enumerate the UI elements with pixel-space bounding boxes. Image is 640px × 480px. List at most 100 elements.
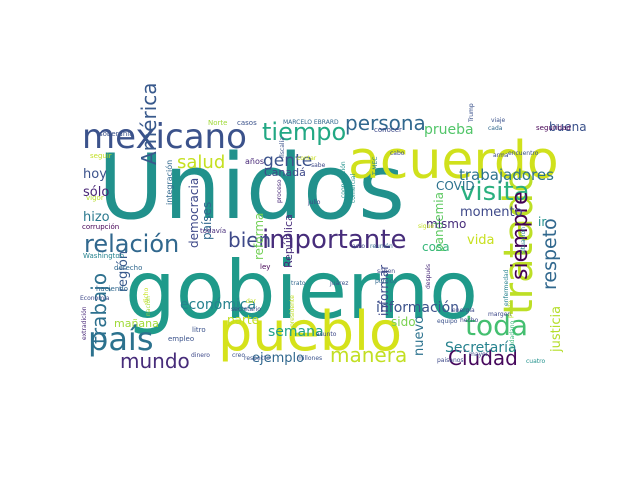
word-pueblo: pueblo (218, 300, 402, 363)
word-gente: gente (263, 151, 312, 171)
word-casos: casos (237, 119, 257, 127)
word-ir: ir (538, 215, 546, 229)
word-mismo: mismo (426, 217, 466, 231)
word-trato: trato (291, 280, 306, 287)
word-hoy: hoy (83, 167, 107, 182)
word-dar: dar (246, 298, 256, 305)
word-sigue: sigue (418, 223, 434, 230)
word-tratado: tratado (496, 168, 542, 315)
word-cada: cada (488, 125, 503, 132)
word-julio: julio (307, 199, 321, 206)
word-nación: nación (145, 296, 152, 316)
word-secretario: secretario (231, 306, 261, 313)
word-parte: parte (227, 313, 259, 327)
word-país: país (88, 320, 153, 358)
word-litro: litro (192, 326, 206, 334)
word-paisanos: paisanos (437, 357, 464, 364)
word-todavía: todavía (200, 227, 226, 235)
word-washington: Washington (83, 252, 124, 260)
word-países: países (200, 202, 214, 240)
word-extradición: extradición (81, 306, 88, 340)
word-norte: Norte (208, 119, 227, 127)
word-gobierno: gobierno (125, 244, 478, 337)
word-mexicano: mexicano (82, 117, 247, 157)
word-fiscalía: fiscalía (279, 137, 286, 158)
word-dinero: dinero (191, 352, 210, 359)
word-buena: buena (549, 120, 587, 134)
word-justicia: justicia (549, 306, 564, 353)
word-reunión: reunión (370, 243, 393, 250)
word-siempre: siempre (508, 191, 533, 280)
word-sólo: sólo (83, 185, 109, 200)
word-visita: visita (460, 177, 530, 207)
word-años: años (245, 157, 264, 166)
word-república: República (282, 214, 295, 268)
word-integración: integración (164, 160, 174, 205)
word-público: público (375, 278, 397, 285)
word-presidente: presidente (289, 295, 296, 327)
word-toda: toda (465, 309, 528, 342)
word-cooperación: cooperación (340, 161, 347, 198)
word-dicho: dicho (143, 287, 150, 304)
word-ley: ley (260, 263, 270, 271)
word-economía: Economía (80, 295, 110, 302)
word-acto: acto (352, 243, 365, 250)
word-arma: arma (493, 152, 509, 159)
word-relación: relación (84, 230, 179, 258)
word-contar: contar (297, 155, 317, 162)
word-viaje: viaje (491, 117, 506, 124)
word-sido: sido (391, 315, 416, 329)
word-importante: importante (262, 225, 406, 255)
word-pandemia: pandemia (432, 192, 446, 252)
word-salud: salud (177, 152, 225, 173)
word-creo: creo (232, 352, 245, 359)
word-saben: saben (377, 268, 395, 275)
word-mañana: mañana (114, 317, 159, 330)
word-situación: situación (520, 227, 527, 254)
word-tiempo: tiempo (262, 118, 346, 146)
word-hecho: hecho (460, 317, 479, 324)
word-momento: momento (460, 205, 523, 220)
word-después: después (425, 264, 432, 289)
word-soberanía: soberanía (99, 130, 134, 138)
word-cosa: cosa (422, 240, 450, 254)
word-manera: manera (330, 343, 407, 367)
word-margen: margen (488, 311, 511, 318)
word-corrupción: corrupción (82, 223, 119, 231)
word-comercial: comercial (350, 174, 357, 203)
word-respeto: respeto (539, 218, 561, 290)
word-persona: persona (345, 111, 426, 135)
word-trabajadores: trabajadores (459, 166, 554, 184)
word-conocer: conocer (374, 126, 402, 134)
word-juárez: Juárez (329, 280, 348, 287)
word-mayor: mayor (469, 351, 489, 358)
word-secretaría: Secretaría (445, 340, 517, 356)
word-sabe: sabe (311, 162, 326, 169)
word-ciudadano: ciudadano (509, 320, 516, 352)
word-económica: económica (180, 297, 256, 313)
word-trabajo: trabajo (87, 273, 111, 344)
word-seguridad: seguridad (536, 124, 571, 132)
word-ejemplo: ejemplo (252, 351, 304, 366)
word-vigor: vigor (86, 194, 104, 202)
word-ciudad: Ciudad (448, 346, 518, 370)
word-canadá: Canadá (264, 166, 306, 179)
word-reforma: reforma (252, 213, 266, 260)
word-cuatro: cuatro (526, 358, 545, 365)
word-vida: vida (467, 233, 495, 248)
word-asunto: asunto (316, 331, 337, 338)
word-millones: millones (297, 355, 322, 362)
word-cloud-canvas (80, 110, 560, 370)
word-respecto: respecto (244, 355, 270, 362)
word-nuevo: nuevo (412, 316, 427, 356)
word-seguir: seguir (90, 152, 112, 160)
word-marcelo-ebrard: MARCELO EBRARD (283, 119, 339, 126)
word-equipo: equipo (437, 318, 458, 325)
word-enfermedad: enfermedad (503, 269, 510, 306)
word-trump: Trump (468, 103, 475, 123)
word-cabo: cabo (390, 150, 405, 157)
word-energía: energía (452, 307, 475, 314)
word-proceso: proceso (276, 179, 283, 203)
